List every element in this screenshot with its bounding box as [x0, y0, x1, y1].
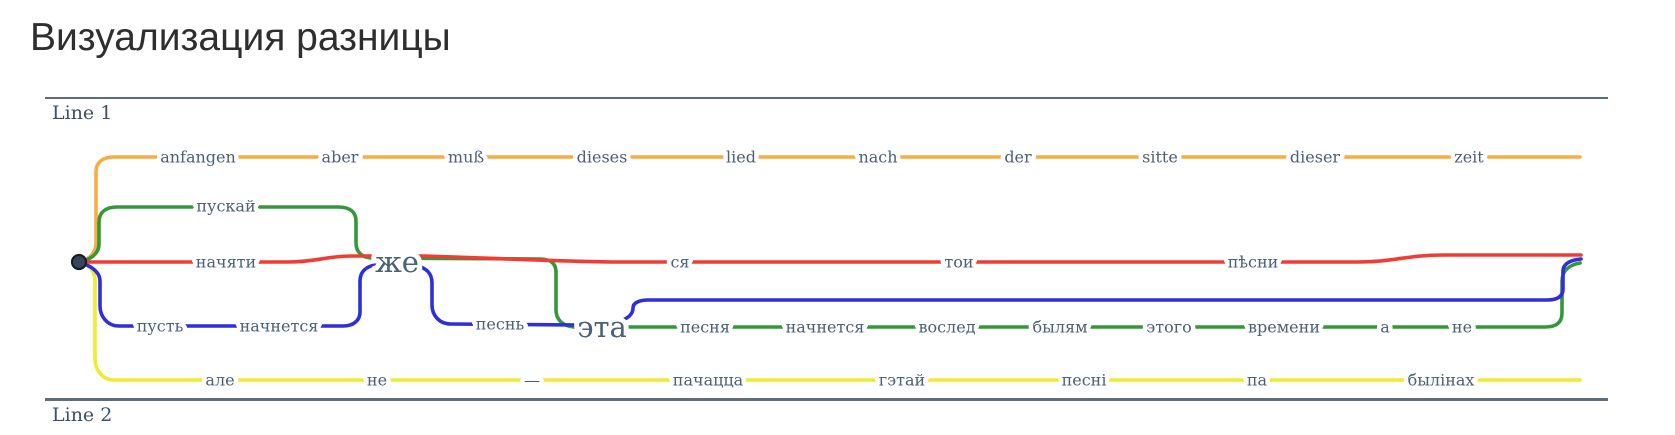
word-label: начнется — [786, 318, 865, 337]
word-label: пусть — [137, 317, 184, 336]
word-label: nach — [858, 148, 897, 167]
word-label: lied — [726, 148, 756, 167]
word-label: песні — [1062, 371, 1107, 390]
word-label: пѣсни — [1228, 253, 1279, 272]
track-green-path — [77, 205, 1582, 329]
word-label: der — [1004, 148, 1032, 167]
track-red-path — [77, 253, 1583, 264]
track-orange-path — [77, 155, 1582, 264]
word-label: пачацца — [673, 371, 744, 390]
word-label: начяти — [196, 253, 256, 272]
word-label: гэтай — [879, 371, 925, 390]
word-label: па — [1247, 371, 1268, 390]
word-label: sitte — [1142, 148, 1178, 167]
word-label: dieser — [1290, 148, 1341, 167]
merge-node — [70, 253, 88, 271]
word-label: вослед — [918, 318, 975, 337]
track-blue-path — [77, 257, 1583, 328]
word-label: этого — [1146, 318, 1191, 337]
word-label: пускай — [196, 197, 255, 216]
word-label: песнь — [476, 315, 525, 334]
word-label: — — [524, 371, 540, 390]
anchor-word: эта — [577, 310, 627, 344]
word-label: aber — [322, 148, 359, 167]
page-title: Визуализация разницы — [30, 16, 451, 59]
word-label: anfangen — [160, 148, 236, 167]
section-divider-top — [45, 97, 1608, 99]
word-label: muß — [448, 148, 484, 167]
word-label: dieses — [577, 148, 628, 167]
word-label: былям — [1032, 318, 1087, 337]
word-label: ся — [670, 253, 689, 272]
word-label: не — [1452, 318, 1472, 337]
word-label: времени — [1248, 318, 1320, 337]
word-label: а — [1380, 318, 1390, 337]
line1-section-label: Line 1 — [52, 102, 113, 124]
word-label: былінах — [1408, 371, 1475, 390]
word-label: не — [367, 371, 387, 390]
word-label: але — [205, 371, 234, 390]
word-label: начнется — [240, 317, 319, 336]
anchor-word: же — [375, 245, 419, 279]
word-label: песня — [680, 318, 730, 337]
section-divider-bottom — [45, 398, 1608, 401]
line2-section-label: Line 2 — [52, 404, 113, 426]
word-label: тои — [944, 253, 973, 272]
word-label: zeit — [1454, 148, 1484, 167]
